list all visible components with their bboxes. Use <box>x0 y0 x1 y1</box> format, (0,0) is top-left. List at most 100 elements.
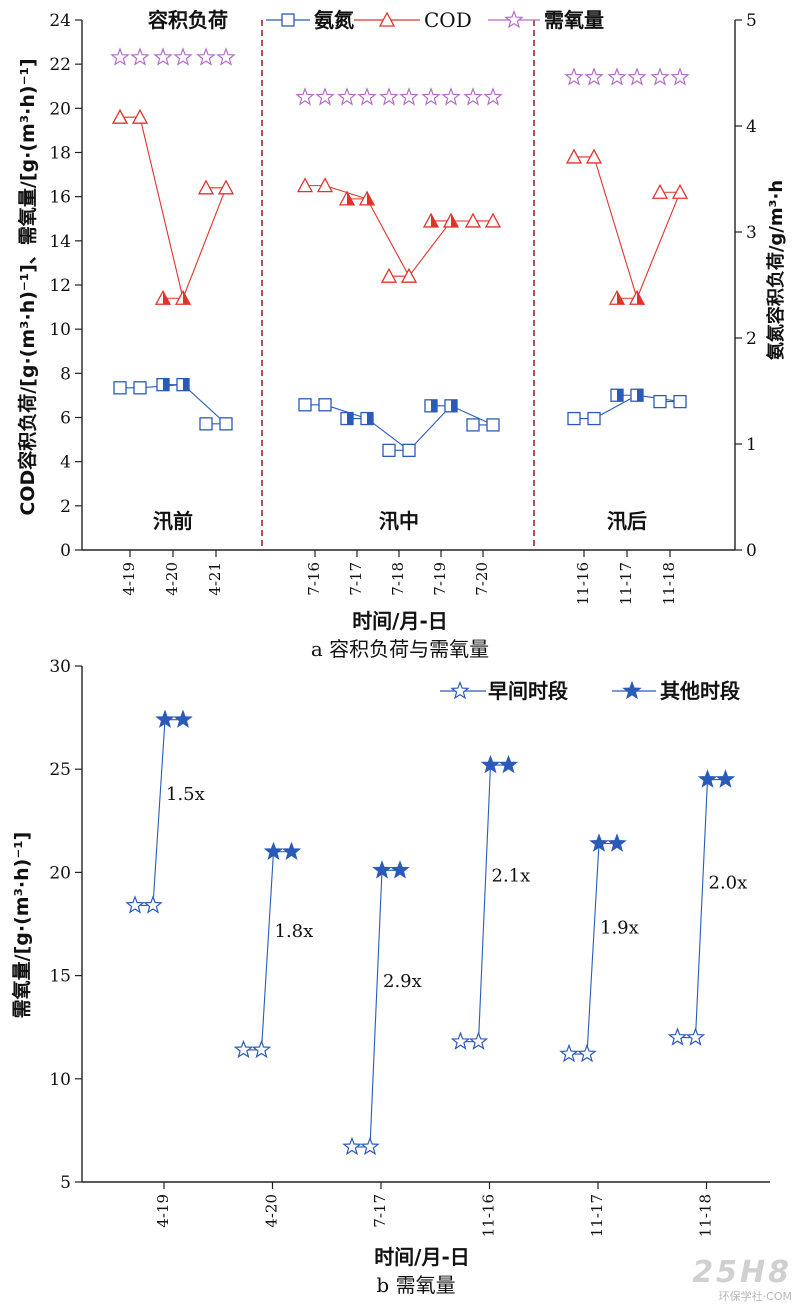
data-point <box>110 47 130 66</box>
y-tick-label: 15 <box>49 967 71 987</box>
data-point-fill <box>617 291 624 305</box>
data-point-fill <box>347 412 353 425</box>
data-point <box>627 67 647 86</box>
data-point <box>199 417 213 431</box>
pair-line <box>477 765 492 1042</box>
x-tick-label: 7-18 <box>389 562 407 596</box>
x-tick-label: 7-17 <box>347 562 365 596</box>
watermark-logo: 25H8 <box>692 1255 792 1290</box>
data-point <box>382 443 396 458</box>
x-tick-label: 4-20 <box>263 1194 281 1228</box>
category-pair: 2.9x <box>342 860 422 1156</box>
data-point-fill <box>163 291 170 305</box>
y-tick-label-left: 24 <box>49 11 71 31</box>
y-tick-label-left: 8 <box>60 364 71 384</box>
category-pair: 1.5x <box>125 709 205 914</box>
other-point <box>173 709 193 728</box>
data-point <box>153 47 173 66</box>
data-point <box>219 417 233 431</box>
morning-point <box>125 895 145 914</box>
morning-point <box>667 1027 688 1046</box>
watermark-text: 环保学社·COM <box>718 1290 792 1303</box>
data-point-fill <box>431 399 437 412</box>
chart-b-title: b 需氧量 <box>376 1273 455 1297</box>
legend-label-oxygen: 需氧量 <box>544 8 604 32</box>
data-point <box>197 179 215 195</box>
legend-marker-ammonia <box>281 13 295 27</box>
data-point-fill <box>617 389 623 402</box>
y-tick-label-left: 6 <box>60 409 71 429</box>
morning-point <box>143 895 163 914</box>
series-line <box>139 117 227 301</box>
data-point-fill <box>451 399 457 412</box>
data-point <box>564 67 584 86</box>
data-point <box>296 177 314 193</box>
data-point <box>379 87 399 106</box>
series-ammonia <box>113 377 687 458</box>
chart-b-legend: 早间时段 其他时段 <box>440 679 740 703</box>
chart-b: 5 10 15 20 25 30 4-19 4-20 7-17 11-16 11-17 11-18 1… <box>10 657 770 1297</box>
pair-line <box>694 779 709 1038</box>
data-point <box>113 381 127 395</box>
data-point <box>399 87 419 106</box>
data-point-fill <box>183 378 189 391</box>
y-tick-label-right: 2 <box>746 329 757 349</box>
category-pair: 2.1x <box>450 754 530 1050</box>
other-point <box>390 860 410 879</box>
x-tick-label: 11-18 <box>697 1194 715 1237</box>
pair-line <box>586 843 600 1055</box>
morning-point <box>468 1031 489 1050</box>
data-point <box>587 411 601 426</box>
legend-marker-oxygen <box>504 9 524 29</box>
legend-label-other: 其他时段 <box>660 679 740 703</box>
data-point <box>671 183 689 199</box>
data-point <box>584 67 604 86</box>
morning-point <box>342 1136 362 1156</box>
x-tick-label: 11-17 <box>588 1194 606 1237</box>
pair-line <box>260 851 275 1050</box>
y-tick-label-left: 16 <box>49 188 71 208</box>
other-point <box>589 833 609 852</box>
data-point <box>400 267 418 283</box>
y-tick-label-right: 1 <box>746 435 757 455</box>
morning-point <box>559 1043 579 1063</box>
data-point <box>217 179 235 195</box>
y-tick-label-left: 18 <box>49 144 71 164</box>
legend-star <box>504 9 524 29</box>
period-label: 汛中 <box>379 509 419 533</box>
chart-a-period-labels: 汛前 汛中 汛后 <box>153 509 647 533</box>
legend-marker-cod <box>378 11 396 27</box>
series-line <box>593 156 681 300</box>
data-point <box>380 267 398 283</box>
data-point <box>673 394 687 409</box>
watermark: 25H8 环保学社·COM <box>692 1258 792 1304</box>
chart-b-y-label: 需氧量/[g·(m³·h)⁻¹] <box>10 832 33 1019</box>
data-point <box>483 87 503 106</box>
x-tick-label: 4-19 <box>154 1194 172 1228</box>
y-tick-label-right: 3 <box>746 223 757 243</box>
morning-point <box>251 1039 272 1059</box>
data-point <box>651 183 669 199</box>
legend-marker-other <box>622 680 642 700</box>
data-point <box>318 398 332 412</box>
other-point <box>281 841 302 860</box>
other-point <box>697 769 718 788</box>
period-label: 汛前 <box>153 509 193 533</box>
data-point <box>295 87 315 106</box>
data-point <box>298 398 312 412</box>
data-point <box>357 87 377 106</box>
category-pair: 1.9x <box>559 833 639 1063</box>
data-point-fill <box>637 389 643 402</box>
series-oxygen <box>110 47 690 106</box>
pair-line <box>369 870 383 1147</box>
data-point <box>196 47 216 66</box>
y-tick-label-left: 14 <box>49 232 71 252</box>
data-point <box>484 212 502 228</box>
morning-point <box>360 1136 380 1156</box>
data-point <box>402 443 416 458</box>
chart-b-x-label: 时间/月-日 <box>374 1245 470 1269</box>
data-point-fill <box>367 412 373 425</box>
y-tick-label-left: 20 <box>49 99 71 119</box>
